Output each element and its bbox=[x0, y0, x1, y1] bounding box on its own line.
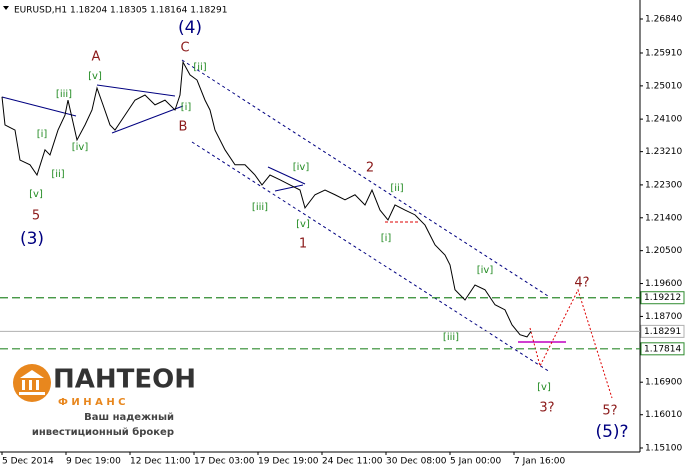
x-tick-label: 5 Jan 00:00 bbox=[450, 457, 502, 467]
y-tick-label: 1.23210 bbox=[645, 147, 682, 157]
x-tick-label: 17 Dec 03:00 bbox=[194, 457, 255, 467]
wave-label: 2 bbox=[366, 161, 374, 176]
wave-label: [iii] bbox=[443, 332, 459, 343]
x-tick-label: 12 Dec 11:00 bbox=[130, 457, 191, 467]
triangle-line bbox=[274, 184, 304, 192]
triangle-line bbox=[111, 105, 184, 134]
y-tick-label: 1.21400 bbox=[645, 213, 682, 223]
price-label: 1.19212 bbox=[644, 293, 681, 303]
x-tick-label: 24 Dec 11:00 bbox=[322, 457, 383, 467]
wave-label: [ii] bbox=[193, 62, 206, 73]
channel-line bbox=[181, 59, 549, 297]
trend-line bbox=[1, 96, 77, 117]
wave-label: [v] bbox=[88, 71, 102, 82]
y-tick-label: 1.26840 bbox=[645, 15, 682, 25]
y-tick-label: 1.20500 bbox=[645, 246, 682, 256]
price-label-box bbox=[640, 291, 685, 305]
wave-label: [iv] bbox=[72, 142, 89, 153]
wave-label: [v] bbox=[29, 189, 43, 200]
x-tick-label: 30 Dec 08:00 bbox=[386, 457, 447, 467]
y-tick-label: 1.18700 bbox=[645, 312, 682, 322]
drawings bbox=[1, 59, 613, 399]
wave-label: 5? bbox=[602, 404, 617, 419]
wave-label: C bbox=[180, 41, 189, 56]
x-tick-label: 19 Dec 19:00 bbox=[258, 457, 319, 467]
title-arrow bbox=[3, 6, 9, 10]
price-line bbox=[1, 60, 532, 338]
triangle-line bbox=[267, 166, 306, 185]
wave-label: 4? bbox=[574, 276, 589, 291]
chart-title: EURUSD,H1 1.18204 1.18305 1.18164 1.1829… bbox=[14, 6, 227, 16]
y-tick-label: 1.24100 bbox=[645, 115, 682, 125]
wave-label: 1 bbox=[299, 237, 307, 252]
projection bbox=[529, 288, 613, 399]
y-tick-label: 1.19600 bbox=[645, 279, 682, 289]
wave-label: A bbox=[92, 50, 101, 65]
x-tick-label: 9 Dec 19:00 bbox=[66, 457, 121, 467]
wave-label: [iv] bbox=[293, 162, 310, 173]
wave-label: [i] bbox=[37, 129, 48, 140]
y-tick-label: 1.22300 bbox=[645, 180, 682, 190]
y-tick-label: 1.16900 bbox=[645, 378, 682, 388]
wave-label: [iv] bbox=[477, 265, 494, 276]
channel-line bbox=[191, 141, 551, 373]
price-label-box bbox=[640, 342, 685, 356]
price-label-box bbox=[640, 324, 685, 338]
logo-text: Ваш надежный bbox=[84, 412, 174, 423]
wave-label: [i] bbox=[181, 102, 192, 113]
price-label: 1.17814 bbox=[644, 344, 681, 354]
wave-label: (5)? bbox=[595, 422, 628, 442]
logo-name: ПАНТЕОН bbox=[53, 365, 196, 395]
logo: ПАНТЕОН Ф И Н А Н С Ваш надежный инвести… bbox=[13, 364, 196, 438]
wave-label: B bbox=[179, 120, 188, 135]
wave-label: 3? bbox=[539, 401, 554, 416]
wave-label: (3) bbox=[20, 229, 44, 249]
logo-text: инвестиционный брокер bbox=[32, 426, 174, 438]
wave-label: [v] bbox=[537, 382, 551, 393]
x-tick-label: 7 Jan 16:00 bbox=[514, 457, 566, 467]
wave-label: [iii] bbox=[56, 89, 72, 100]
y-tick-label: 1.25010 bbox=[645, 81, 682, 91]
wave-label: [v] bbox=[296, 219, 310, 230]
y-tick-label: 1.16010 bbox=[645, 410, 682, 420]
logo-sub: Ф И Н А Н С bbox=[58, 397, 126, 408]
wave-label: (4) bbox=[178, 18, 202, 38]
price-label: 1.18291 bbox=[644, 327, 681, 337]
triangle-line bbox=[96, 84, 176, 97]
wave-label: [ii] bbox=[51, 169, 64, 180]
x-tick-label: 5 Dec 2014 bbox=[2, 457, 54, 467]
y-tick-label: 1.15100 bbox=[645, 443, 682, 453]
logo-columns bbox=[19, 370, 45, 395]
wave-label: 5 bbox=[32, 209, 40, 224]
y-tick-label: 1.25910 bbox=[645, 48, 682, 58]
wave-label: [ii] bbox=[390, 183, 403, 194]
wave-label: [i] bbox=[381, 233, 392, 244]
wave-label: [iii] bbox=[252, 202, 268, 213]
